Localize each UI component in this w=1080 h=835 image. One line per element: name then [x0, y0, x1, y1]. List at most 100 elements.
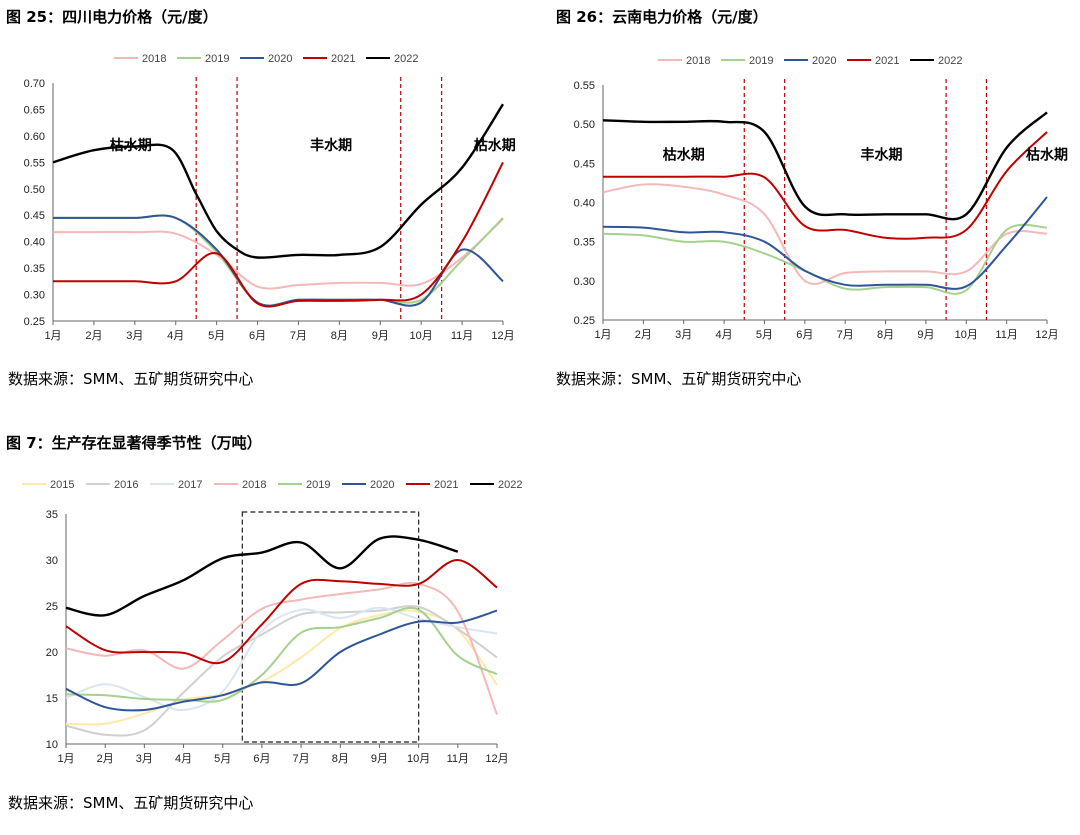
- legend-label-2015: 2015: [50, 479, 74, 491]
- y-tick-label: 0.40: [574, 198, 595, 210]
- series-line-2018: [65, 581, 498, 715]
- legend-label-2018: 2018: [686, 55, 710, 67]
- y-tick-label: 0.35: [574, 237, 595, 249]
- x-tick-label: 7月: [293, 753, 310, 765]
- y-tick-label: 0.35: [24, 263, 45, 275]
- seasonal-production-chart: 2015 2016 2017 2018 2019 2020 2021 2022 10 15 20 25…: [22, 479, 522, 765]
- legend-label-2018: 2018: [242, 479, 266, 491]
- season-annotation: 丰水期: [310, 137, 352, 154]
- x-tick-label: 9月: [372, 330, 389, 342]
- x-tick-label: 3月: [136, 753, 153, 765]
- x-tick-label: 1月: [44, 330, 61, 342]
- series-line-2022: [602, 111, 1048, 221]
- series-line-2021: [602, 131, 1048, 240]
- season-annotation: 枯水期: [663, 146, 705, 163]
- legend-label-2018: 2018: [142, 53, 166, 65]
- legend-label-2021: 2021: [434, 479, 458, 491]
- x-tick-label: 6月: [249, 330, 266, 342]
- y-tick-label: 15: [46, 693, 58, 705]
- legend-label-2020: 2020: [812, 55, 836, 67]
- legend-label-2017: 2017: [178, 479, 202, 491]
- series-line-2017: [65, 606, 498, 712]
- x-tick-label: 6月: [253, 753, 270, 765]
- legend-label-2019: 2019: [205, 53, 229, 65]
- y-tick-label: 0.45: [574, 158, 595, 170]
- legend-label-2019: 2019: [306, 479, 330, 491]
- x-tick-label: 8月: [331, 330, 348, 342]
- figure-26-title: 图 26：云南电力价格（元/度）: [556, 8, 768, 26]
- x-tick-label: 2月: [635, 329, 652, 341]
- y-tick-label: 0.25: [574, 315, 595, 327]
- y-tick-label: 25: [46, 601, 58, 613]
- y-tick-label: 0.50: [24, 184, 45, 196]
- x-tick-label: 9月: [917, 329, 934, 341]
- x-tick-label: 7月: [837, 329, 854, 341]
- figure-7-title: 图 7：生产存在显著得季节性（万吨）: [6, 434, 262, 452]
- highlight-box: [241, 511, 420, 743]
- x-tick-label: 3月: [126, 330, 143, 342]
- x-tick-label: 11月: [451, 330, 473, 342]
- x-tick-label: 1月: [594, 329, 611, 341]
- y-tick-label: 0.65: [24, 104, 45, 116]
- y-tick-label: 0.45: [24, 210, 45, 222]
- x-tick-label: 2月: [97, 753, 114, 765]
- figure-25-source: 数据来源：SMM、五矿期货研究中心: [8, 370, 254, 388]
- x-tick-label: 6月: [796, 329, 813, 341]
- x-tick-label: 10月: [407, 753, 430, 765]
- x-tick-label: 10月: [410, 330, 433, 342]
- legend-label-2022: 2022: [938, 55, 962, 67]
- series-line-2015: [65, 609, 498, 726]
- series-line-2019: [52, 214, 504, 307]
- x-tick-label: 5月: [756, 329, 773, 341]
- series-line-2020: [52, 214, 504, 307]
- y-tick-label: 0.50: [574, 119, 595, 131]
- x-tick-label: 12月: [485, 753, 508, 765]
- x-tick-label: 8月: [332, 753, 349, 765]
- legend-label-2022: 2022: [394, 53, 418, 65]
- y-tick-label: 0.30: [574, 276, 595, 288]
- x-tick-label: 12月: [1035, 329, 1058, 341]
- x-tick-label: 9月: [371, 753, 388, 765]
- y-tick-label: 35: [46, 509, 58, 521]
- legend-label-2019: 2019: [749, 55, 773, 67]
- season-annotation: 枯水期: [110, 137, 152, 154]
- x-tick-label: 4月: [716, 329, 733, 341]
- series-line-2016: [65, 605, 498, 737]
- y-tick-label: 0.30: [24, 290, 45, 302]
- legend-label-2021: 2021: [875, 55, 899, 67]
- y-tick-label: 0.60: [24, 131, 45, 143]
- legend-label-2022: 2022: [498, 479, 522, 491]
- y-tick-label: 0.40: [24, 237, 45, 249]
- x-tick-label: 5月: [208, 330, 225, 342]
- x-tick-label: 5月: [214, 753, 231, 765]
- y-tick-label: 0.55: [24, 157, 45, 169]
- season-annotation: 枯水期: [1026, 146, 1068, 163]
- series-line-2020: [65, 609, 498, 712]
- series-line-2020: [602, 196, 1048, 290]
- season-annotation: 枯水期: [474, 137, 516, 154]
- x-tick-label: 8月: [877, 329, 894, 341]
- legend-label-2021: 2021: [331, 53, 355, 65]
- season-annotation: 丰水期: [861, 146, 903, 163]
- series-line-2021: [65, 558, 498, 665]
- series-line-2021: [53, 161, 504, 308]
- x-tick-label: 4月: [175, 753, 192, 765]
- y-tick-label: 0.70: [24, 78, 45, 90]
- legend-label-2020: 2020: [370, 479, 394, 491]
- series-line-2018: [602, 183, 1048, 285]
- x-tick-label: 2月: [85, 330, 102, 342]
- sichuan-price-chart: 2018 2019 2020 2021 2022 0.25 0.30 0.35 0.40 0.45…: [24, 53, 516, 342]
- y-tick-label: 10: [46, 739, 58, 751]
- x-tick-label: 7月: [290, 330, 307, 342]
- x-tick-label: 4月: [167, 330, 184, 342]
- series-line-2022: [65, 535, 459, 617]
- series-line-2022: [52, 103, 505, 259]
- x-tick-label: 11月: [995, 329, 1017, 341]
- y-tick-label: 20: [46, 647, 58, 659]
- figure-26-source: 数据来源：SMM、五矿期货研究中心: [556, 370, 802, 388]
- y-tick-label: 0.55: [574, 80, 595, 92]
- y-tick-label: 0.25: [24, 316, 45, 328]
- series-line-2019: [65, 606, 498, 703]
- figure-7-source: 数据来源：SMM、五矿期货研究中心: [8, 794, 254, 812]
- figure-25-title: 图 25：四川电力价格（元/度）: [6, 8, 218, 26]
